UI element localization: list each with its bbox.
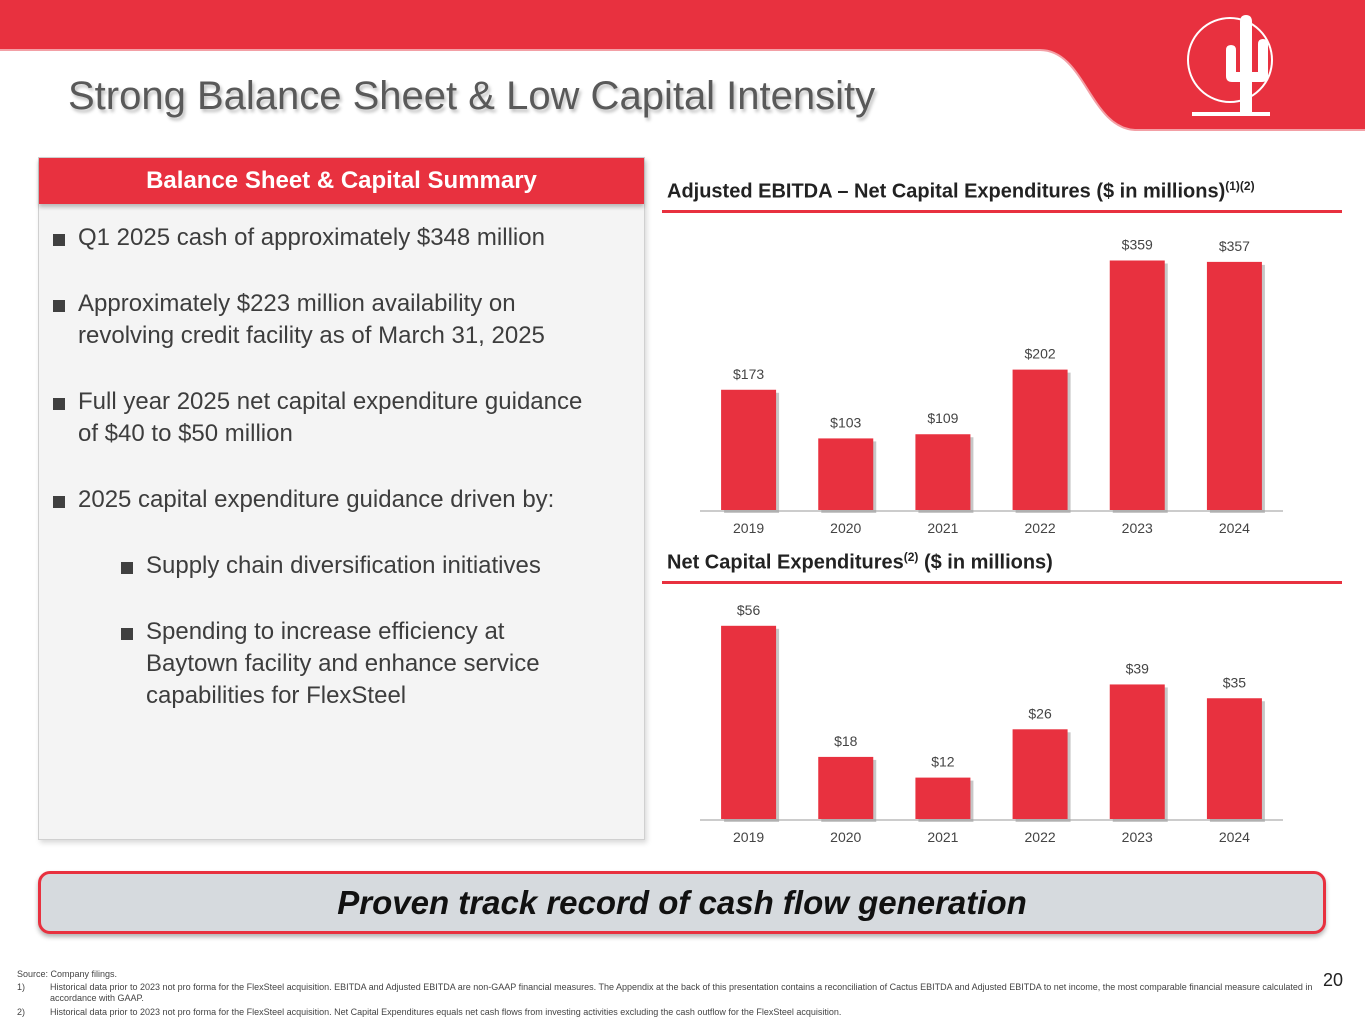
x-tick-label: 2022 — [1025, 829, 1056, 845]
bullet-capex-guidance: Full year 2025 net capital expenditure g… — [53, 386, 582, 450]
highlight-banner: Proven track record of cash flow generat… — [38, 871, 1326, 934]
sub-bullet-baytown: Spending to increase efficiency at Bayto… — [121, 616, 540, 712]
bar-2023 — [1109, 260, 1165, 510]
square-bullet-icon — [53, 398, 65, 410]
data-label: $109 — [927, 410, 958, 426]
bar-2020 — [818, 756, 874, 819]
data-label: $12 — [931, 754, 955, 770]
bar-2019 — [721, 625, 777, 819]
data-label: $26 — [1028, 705, 1052, 721]
x-tick-label: 2021 — [927, 829, 958, 845]
balance-sheet-summary-panel: Balance Sheet & Capital Summary Q1 2025 … — [38, 157, 645, 840]
square-bullet-icon — [121, 562, 133, 574]
x-tick-label: 2019 — [733, 520, 764, 536]
bar-2021 — [915, 434, 971, 510]
x-tick-label: 2020 — [830, 520, 861, 536]
data-label: $359 — [1122, 236, 1153, 252]
chart-title-net-capex: Net Capital Expenditures(2) ($ in millio… — [667, 550, 1053, 574]
x-tick-label: 2023 — [1122, 829, 1153, 845]
footnote-source: Source: Company filings. — [17, 969, 118, 979]
page-title: Strong Balance Sheet & Low Capital Inten… — [68, 74, 876, 118]
bar-2019 — [721, 389, 777, 510]
data-label: $103 — [830, 414, 861, 430]
bar-2020 — [818, 438, 874, 510]
bar-2023 — [1109, 684, 1165, 819]
chart-title-ebitda-capex: Adjusted EBITDA – Net Capital Expenditur… — [667, 179, 1255, 203]
square-bullet-icon — [121, 628, 133, 640]
sub-bullet-supply-chain: Supply chain diversification initiatives — [121, 550, 541, 582]
bar-2022 — [1012, 369, 1068, 510]
bar-2024 — [1206, 261, 1262, 510]
data-label: $173 — [733, 366, 764, 382]
data-label: $39 — [1126, 660, 1150, 676]
square-bullet-icon — [53, 496, 65, 508]
x-tick-label: 2022 — [1025, 520, 1056, 536]
header-band — [0, 0, 1365, 131]
data-label: $202 — [1025, 346, 1056, 362]
data-label: $56 — [737, 602, 761, 618]
x-tick-label: 2019 — [733, 829, 764, 845]
square-bullet-icon — [53, 300, 65, 312]
bullet-cash: Q1 2025 cash of approximately $348 milli… — [53, 222, 545, 254]
data-label: $357 — [1219, 238, 1250, 254]
x-tick-label: 2021 — [927, 520, 958, 536]
bar-2022 — [1012, 729, 1068, 819]
data-label: $35 — [1223, 674, 1247, 690]
bar-2021 — [915, 777, 971, 819]
x-tick-label: 2024 — [1219, 829, 1250, 845]
panel-header: Balance Sheet & Capital Summary — [39, 158, 644, 204]
bar-2024 — [1206, 698, 1262, 819]
page-number: 20 — [1323, 970, 1344, 990]
chart-title-rule — [662, 210, 1342, 213]
x-tick-label: 2024 — [1219, 520, 1250, 536]
x-tick-label: 2023 — [1122, 520, 1153, 536]
x-tick-label: 2020 — [830, 829, 861, 845]
data-label: $18 — [834, 733, 858, 749]
footnote-1: 1) Historical data prior to 2023 not pro… — [17, 982, 1313, 1003]
chart-title-rule — [662, 581, 1342, 584]
bullet-credit-facility: Approximately $223 million availability … — [53, 288, 545, 352]
square-bullet-icon — [53, 234, 65, 246]
cactus-logo-icon — [1187, 15, 1273, 116]
footnote-2: 2) Historical data prior to 2023 not pro… — [17, 1007, 842, 1017]
bullet-capex-drivers: 2025 capital expenditure guidance driven… — [53, 484, 554, 516]
